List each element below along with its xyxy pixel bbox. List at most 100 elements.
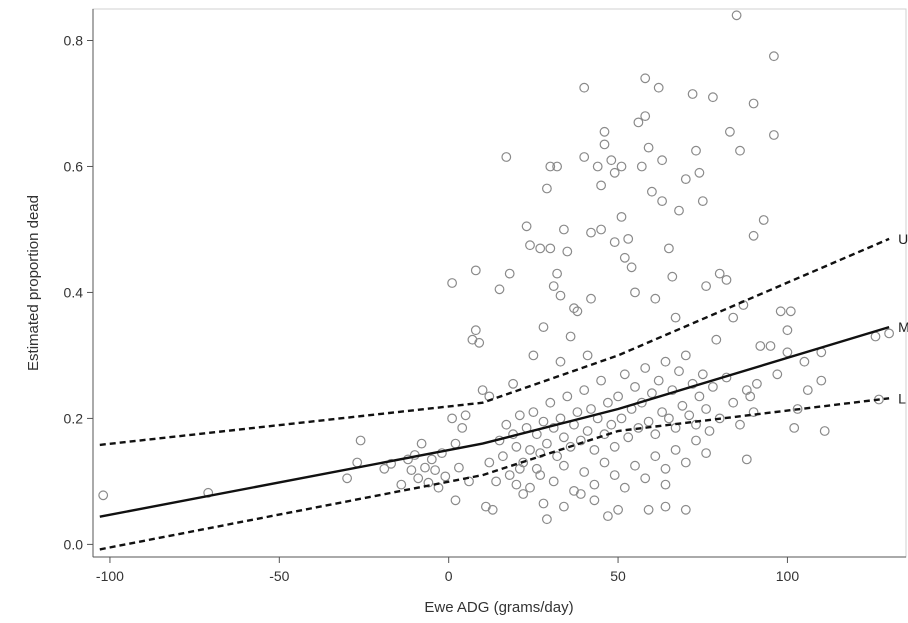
data-point — [674, 366, 684, 377]
data-point — [653, 82, 664, 93]
data-point — [548, 476, 559, 487]
line-u — [99, 237, 890, 447]
data-point — [670, 445, 681, 455]
data-point — [470, 265, 481, 276]
data-point — [460, 410, 471, 421]
data-point — [511, 441, 522, 452]
data-point — [613, 504, 623, 515]
points-layer — [98, 10, 894, 525]
data-point — [552, 451, 562, 462]
data-point — [599, 457, 610, 468]
data-point — [636, 161, 647, 172]
data-point — [680, 504, 691, 515]
data-point — [379, 463, 390, 474]
data-point — [619, 482, 630, 493]
data-point — [609, 167, 620, 178]
data-point — [691, 435, 701, 446]
line-label-u: U — [898, 231, 908, 247]
plot-frame — [92, 8, 907, 558]
data-point — [606, 155, 617, 166]
data-point — [731, 10, 742, 21]
data-point — [586, 404, 596, 414]
data-point — [501, 152, 512, 162]
data-point — [660, 501, 671, 512]
data-point — [741, 454, 752, 465]
data-point — [616, 161, 627, 172]
data-point — [575, 435, 586, 446]
data-point — [640, 363, 651, 373]
data-point — [687, 378, 698, 389]
data-point — [416, 438, 427, 449]
data-point — [514, 410, 525, 421]
x-tick-label: 0 — [445, 568, 453, 584]
data-point — [619, 252, 630, 263]
lines-layer: U M L — [99, 231, 908, 551]
data-point — [789, 423, 800, 433]
data-point — [799, 356, 810, 367]
data-point — [708, 382, 718, 392]
data-point — [559, 501, 569, 512]
data-point — [589, 495, 600, 506]
data-point — [687, 89, 698, 99]
data-point — [511, 479, 522, 490]
data-point — [708, 92, 718, 103]
data-point — [660, 356, 671, 367]
data-point — [521, 221, 532, 232]
data-point — [711, 334, 722, 345]
data-point — [342, 473, 353, 484]
data-point — [752, 378, 762, 389]
data-point — [548, 423, 559, 433]
data-point — [616, 413, 627, 424]
data-point — [613, 391, 623, 402]
data-point — [525, 482, 535, 493]
x-tick-label: 100 — [776, 568, 800, 584]
data-point — [603, 397, 613, 408]
data-point — [603, 511, 613, 521]
data-point — [701, 448, 711, 459]
data-point — [542, 183, 552, 194]
data-point — [660, 479, 671, 490]
data-point — [420, 462, 430, 473]
data-point — [884, 328, 894, 339]
data-point — [630, 460, 640, 471]
data-point — [643, 416, 654, 427]
data-point — [545, 397, 556, 408]
data-point — [785, 306, 796, 317]
data-point — [769, 130, 779, 140]
data-point — [606, 419, 617, 430]
data-point — [728, 312, 739, 323]
y-axis-title: Estimated proportion dead — [25, 195, 42, 371]
data-point — [396, 479, 407, 490]
x-tick-label: 50 — [610, 568, 626, 584]
data-point — [470, 325, 481, 336]
data-point — [569, 486, 579, 496]
data-point — [562, 391, 573, 402]
x-tick-label: -50 — [269, 568, 289, 584]
data-point — [386, 458, 397, 469]
data-point — [657, 196, 667, 207]
data-point — [565, 331, 576, 342]
data-point — [555, 290, 566, 301]
data-point — [450, 438, 461, 449]
data-point — [406, 465, 417, 476]
data-point — [735, 419, 745, 430]
data-point — [758, 215, 769, 225]
data-point — [582, 426, 593, 436]
data-point — [643, 504, 654, 515]
data-point — [518, 489, 529, 499]
data-point — [569, 303, 579, 314]
data-point — [542, 514, 552, 525]
data-point — [755, 341, 766, 351]
data-point — [667, 271, 678, 282]
data-point — [548, 281, 559, 292]
x-axis-title: Ewe ADG (grams/day) — [424, 599, 573, 616]
data-point — [525, 240, 535, 251]
data-point — [647, 388, 657, 399]
data-point — [572, 306, 583, 317]
data-point — [870, 331, 881, 342]
data-point — [782, 325, 793, 336]
data-point — [619, 369, 630, 380]
data-point — [528, 350, 539, 361]
data-point — [572, 407, 583, 418]
data-point — [426, 454, 437, 465]
